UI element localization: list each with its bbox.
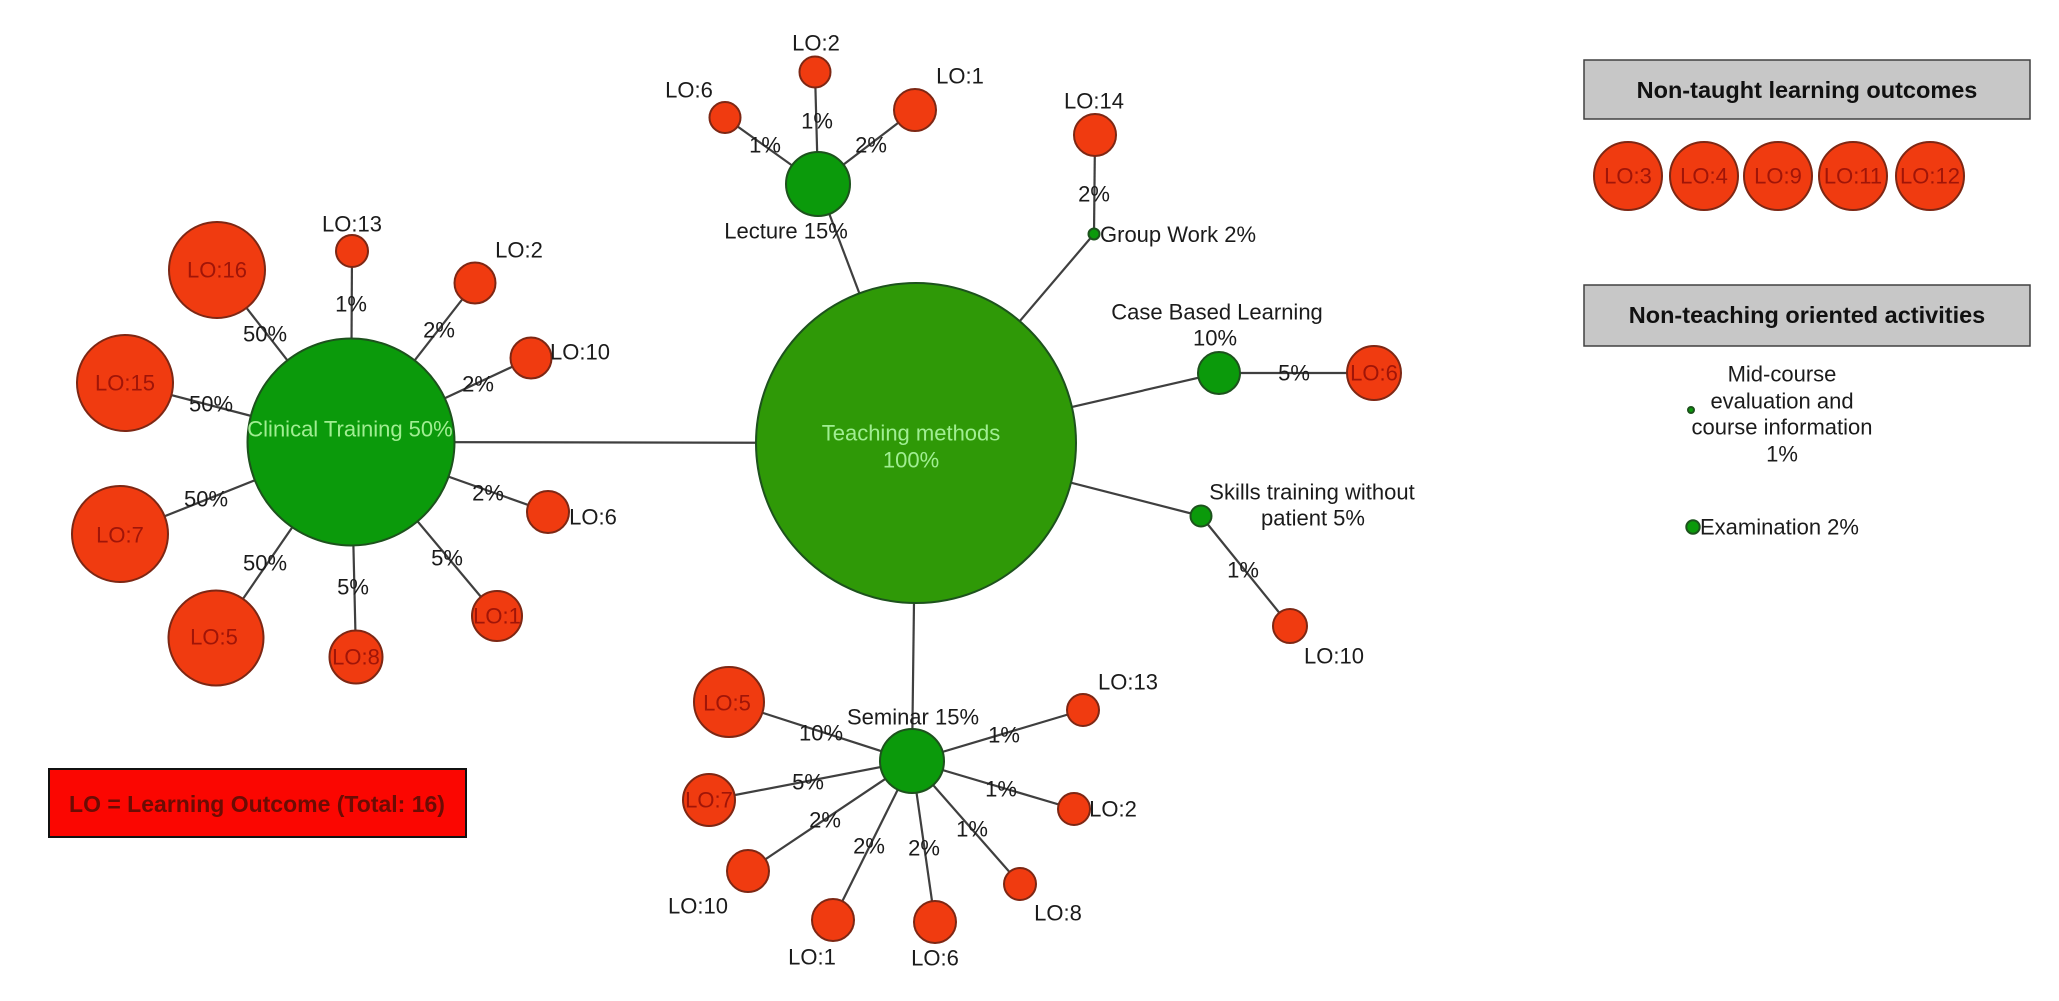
svg-text:LO:6: LO:6 <box>569 505 617 530</box>
svg-text:1%: 1% <box>988 723 1020 748</box>
svg-text:2%: 2% <box>462 372 494 397</box>
svg-text:LO:2: LO:2 <box>1089 797 1137 822</box>
svg-text:Case Based Learning: Case Based Learning <box>1111 300 1323 325</box>
svg-text:2%: 2% <box>908 836 940 861</box>
svg-text:Teaching methods: Teaching methods <box>822 421 1001 446</box>
svg-text:5%: 5% <box>1278 361 1310 386</box>
svg-text:1%: 1% <box>749 133 781 158</box>
svg-text:patient 5%: patient 5% <box>1261 506 1365 531</box>
svg-text:50%: 50% <box>184 487 228 512</box>
svg-text:50%: 50% <box>243 322 287 347</box>
svg-text:5%: 5% <box>431 546 463 571</box>
svg-text:LO:2: LO:2 <box>495 238 543 263</box>
svg-text:2%: 2% <box>809 808 841 833</box>
svg-text:LO:5: LO:5 <box>703 691 751 716</box>
svg-text:LO:7: LO:7 <box>685 788 733 813</box>
svg-text:1%: 1% <box>1227 558 1259 583</box>
svg-text:LO:6: LO:6 <box>911 946 959 971</box>
svg-text:Skills training without: Skills training without <box>1209 480 1414 505</box>
svg-text:Lecture 15%: Lecture 15% <box>724 219 848 244</box>
svg-text:LO:5: LO:5 <box>190 625 238 650</box>
svg-text:10%: 10% <box>799 721 843 746</box>
svg-text:LO:12: LO:12 <box>1900 164 1960 189</box>
svg-text:LO:15: LO:15 <box>95 371 155 396</box>
svg-text:Non-teaching oriented activiti: Non-teaching oriented activities <box>1629 302 1985 328</box>
svg-text:LO:3: LO:3 <box>1604 164 1652 189</box>
svg-text:LO:10: LO:10 <box>668 894 728 919</box>
svg-text:Clinical Training 50%: Clinical Training 50% <box>247 417 452 442</box>
svg-text:course information: course information <box>1692 415 1873 440</box>
svg-text:Mid-course: Mid-course <box>1728 362 1837 387</box>
svg-text:1%: 1% <box>1766 442 1798 467</box>
svg-text:LO:1: LO:1 <box>936 64 984 89</box>
svg-text:LO:10: LO:10 <box>550 340 610 365</box>
svg-text:LO:6: LO:6 <box>665 78 713 103</box>
svg-text:LO:2: LO:2 <box>792 31 840 56</box>
svg-text:Seminar 15%: Seminar 15% <box>847 705 979 730</box>
svg-text:10%: 10% <box>1193 326 1237 351</box>
svg-text:evaluation and: evaluation and <box>1710 389 1853 414</box>
svg-text:Group Work 2%: Group Work 2% <box>1100 222 1256 247</box>
svg-text:5%: 5% <box>337 575 369 600</box>
svg-text:LO:16: LO:16 <box>187 258 247 283</box>
svg-text:5%: 5% <box>792 770 824 795</box>
svg-text:100%: 100% <box>883 448 939 473</box>
svg-text:1%: 1% <box>335 292 367 317</box>
svg-text:Examination 2%: Examination 2% <box>1700 515 1859 540</box>
svg-text:LO:8: LO:8 <box>332 645 380 670</box>
svg-text:LO:1: LO:1 <box>473 604 521 629</box>
svg-text:LO:7: LO:7 <box>96 523 144 548</box>
svg-text:LO:9: LO:9 <box>1754 164 1802 189</box>
svg-text:2%: 2% <box>853 834 885 859</box>
svg-text:LO:13: LO:13 <box>322 212 382 237</box>
svg-text:2%: 2% <box>472 481 504 506</box>
svg-text:LO:6: LO:6 <box>1350 361 1398 386</box>
svg-text:LO:14: LO:14 <box>1064 89 1124 114</box>
svg-text:LO:4: LO:4 <box>1680 164 1728 189</box>
svg-text:2%: 2% <box>855 133 887 158</box>
svg-text:LO = Learning Outcome (Total:: LO = Learning Outcome (Total: 16) <box>69 791 445 817</box>
svg-text:1%: 1% <box>985 777 1017 802</box>
svg-text:2%: 2% <box>423 318 455 343</box>
svg-text:LO:1: LO:1 <box>788 945 836 970</box>
svg-text:LO:10: LO:10 <box>1304 644 1364 669</box>
svg-text:50%: 50% <box>189 392 233 417</box>
svg-text:50%: 50% <box>243 551 287 576</box>
svg-text:1%: 1% <box>801 109 833 134</box>
svg-text:LO:8: LO:8 <box>1034 901 1082 926</box>
svg-text:Non-taught learning outcomes: Non-taught learning outcomes <box>1637 77 1978 103</box>
svg-text:2%: 2% <box>1078 182 1110 207</box>
svg-text:LO:11: LO:11 <box>1824 164 1882 189</box>
svg-text:1%: 1% <box>956 817 988 842</box>
svg-text:LO:13: LO:13 <box>1098 670 1158 695</box>
